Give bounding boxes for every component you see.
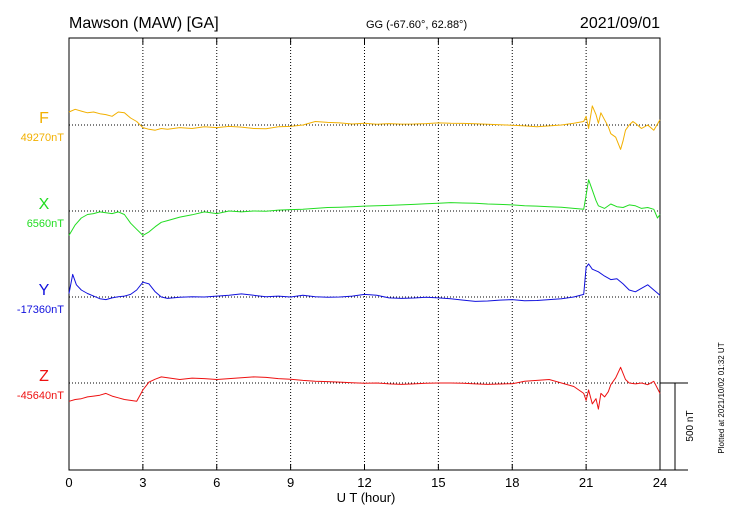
scale-bar: 500 nT (660, 382, 696, 471)
scale-bar-label: 500 nT (685, 410, 696, 441)
tick-label-3: 3 (139, 475, 146, 490)
tick-label-15: 15 (431, 475, 445, 490)
tick-label-9: 9 (287, 475, 294, 490)
series-lines (68, 105, 661, 410)
tick-label-24: 24 (653, 475, 667, 490)
x-axis-ticks: 0 3 6 9 12 15 18 21 24 (65, 38, 667, 490)
series-line-x (68, 179, 661, 236)
series-line-z (68, 366, 661, 410)
series-labels: F 49270nT X 6560nT Y -17360nT Z -45640nT (17, 110, 64, 402)
tick-label-12: 12 (357, 475, 371, 490)
series-name-f: F (39, 110, 49, 127)
series-baseline-label-f: 49270nT (21, 132, 65, 144)
series-name-z: Z (39, 368, 49, 385)
plotted-at-note: Plotted at 2021/10/02 01:32 UT (717, 342, 726, 453)
series-name-y: Y (39, 282, 50, 299)
series-baseline-label-y: -17360nT (17, 304, 64, 316)
tick-label-18: 18 (505, 475, 519, 490)
grid-lines (142, 38, 587, 470)
series-baseline-label-z: -45640nT (17, 390, 64, 402)
date-label: 2021/09/01 (580, 15, 660, 32)
series-line-f (68, 105, 661, 150)
series-name-x: X (39, 196, 50, 213)
tick-label-0: 0 (65, 475, 72, 490)
tick-label-6: 6 (213, 475, 220, 490)
x-axis-label: U T (hour) (337, 490, 396, 505)
tick-label-21: 21 (579, 475, 593, 490)
station-title: Mawson (MAW) [GA] (69, 15, 219, 32)
series-baseline-label-x: 6560nT (27, 218, 65, 230)
series-line-y (68, 263, 661, 302)
coordinates-label: GG (-67.60°, 62.88°) (366, 19, 467, 31)
